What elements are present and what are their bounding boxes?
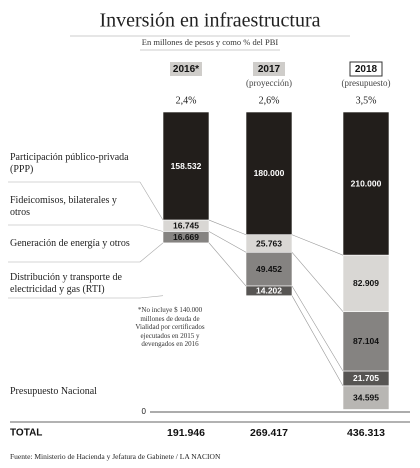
- total-value: 436.313: [347, 427, 385, 439]
- category-box: [349, 61, 383, 77]
- legend-connector: [139, 224, 164, 232]
- legend-label: Distribución y transporte de electricida…: [10, 272, 122, 295]
- connector: [291, 252, 344, 312]
- total-value: 269.417: [250, 427, 288, 439]
- category-label: 2017: [258, 64, 281, 75]
- bar-segment: [162, 111, 210, 221]
- value-label: 16.745: [173, 221, 199, 231]
- source: Fuente: Ministerio de Hacienda y Jefatur…: [10, 452, 221, 461]
- legend-label: Participación público-privada (PPP): [10, 152, 129, 175]
- bar-segment: [342, 111, 390, 256]
- category-label: 2016*: [173, 64, 199, 75]
- legend-label: Generación de energía y otros: [10, 238, 130, 249]
- bar-segment: [342, 311, 390, 372]
- connector: [208, 231, 247, 253]
- value-label: 210.000: [351, 178, 382, 188]
- value-label: 25.763: [256, 238, 282, 248]
- connector: [291, 234, 344, 256]
- connector: [291, 295, 344, 387]
- value-label: 34.595: [353, 392, 379, 402]
- total-value: 191.946: [167, 427, 205, 439]
- connector: [208, 242, 247, 287]
- total-label: TOTAL: [10, 428, 42, 439]
- baseline-label: 0: [142, 407, 147, 416]
- value-label: 158.532: [171, 161, 202, 171]
- category-label: 2018: [355, 64, 378, 75]
- legend-connector: [139, 242, 164, 263]
- chart-subtitle: En millones de pesos y como % del PBI: [142, 37, 279, 47]
- legend-connector: [139, 181, 164, 221]
- category-note: (proyección): [246, 78, 292, 88]
- value-label: 16.669: [173, 232, 199, 242]
- pbi-share: 2,6%: [259, 95, 280, 106]
- value-label: 180.000: [254, 168, 285, 178]
- value-label: 49.452: [256, 264, 282, 274]
- bar-segment: [162, 231, 210, 244]
- value-label: 14.202: [256, 286, 282, 296]
- bar-segment: [342, 385, 390, 410]
- category-box: [170, 62, 202, 76]
- footnote: *No incluye $ 140.000 millones de deuda …: [135, 306, 205, 348]
- legend-label: Fideicomisos, bilaterales y otros: [10, 195, 117, 218]
- category-box: [253, 62, 285, 76]
- connector: [208, 219, 247, 236]
- value-label: 82.909: [353, 278, 379, 288]
- connector: [291, 285, 344, 372]
- pbi-share: 3,5%: [356, 95, 377, 106]
- category-note: (presupuesto): [342, 78, 391, 88]
- legend-label: Presupuesto Nacional: [10, 386, 97, 397]
- bar-segment: [245, 285, 293, 296]
- legend-connector: [139, 295, 164, 299]
- value-label: 87.104: [353, 336, 379, 346]
- bar-segment: [245, 251, 293, 287]
- chart-title: Inversión en infraestructura: [99, 10, 320, 32]
- value-label: 21.705: [353, 373, 379, 383]
- bar-segment: [245, 111, 293, 236]
- pbi-share: 2,4%: [176, 95, 197, 106]
